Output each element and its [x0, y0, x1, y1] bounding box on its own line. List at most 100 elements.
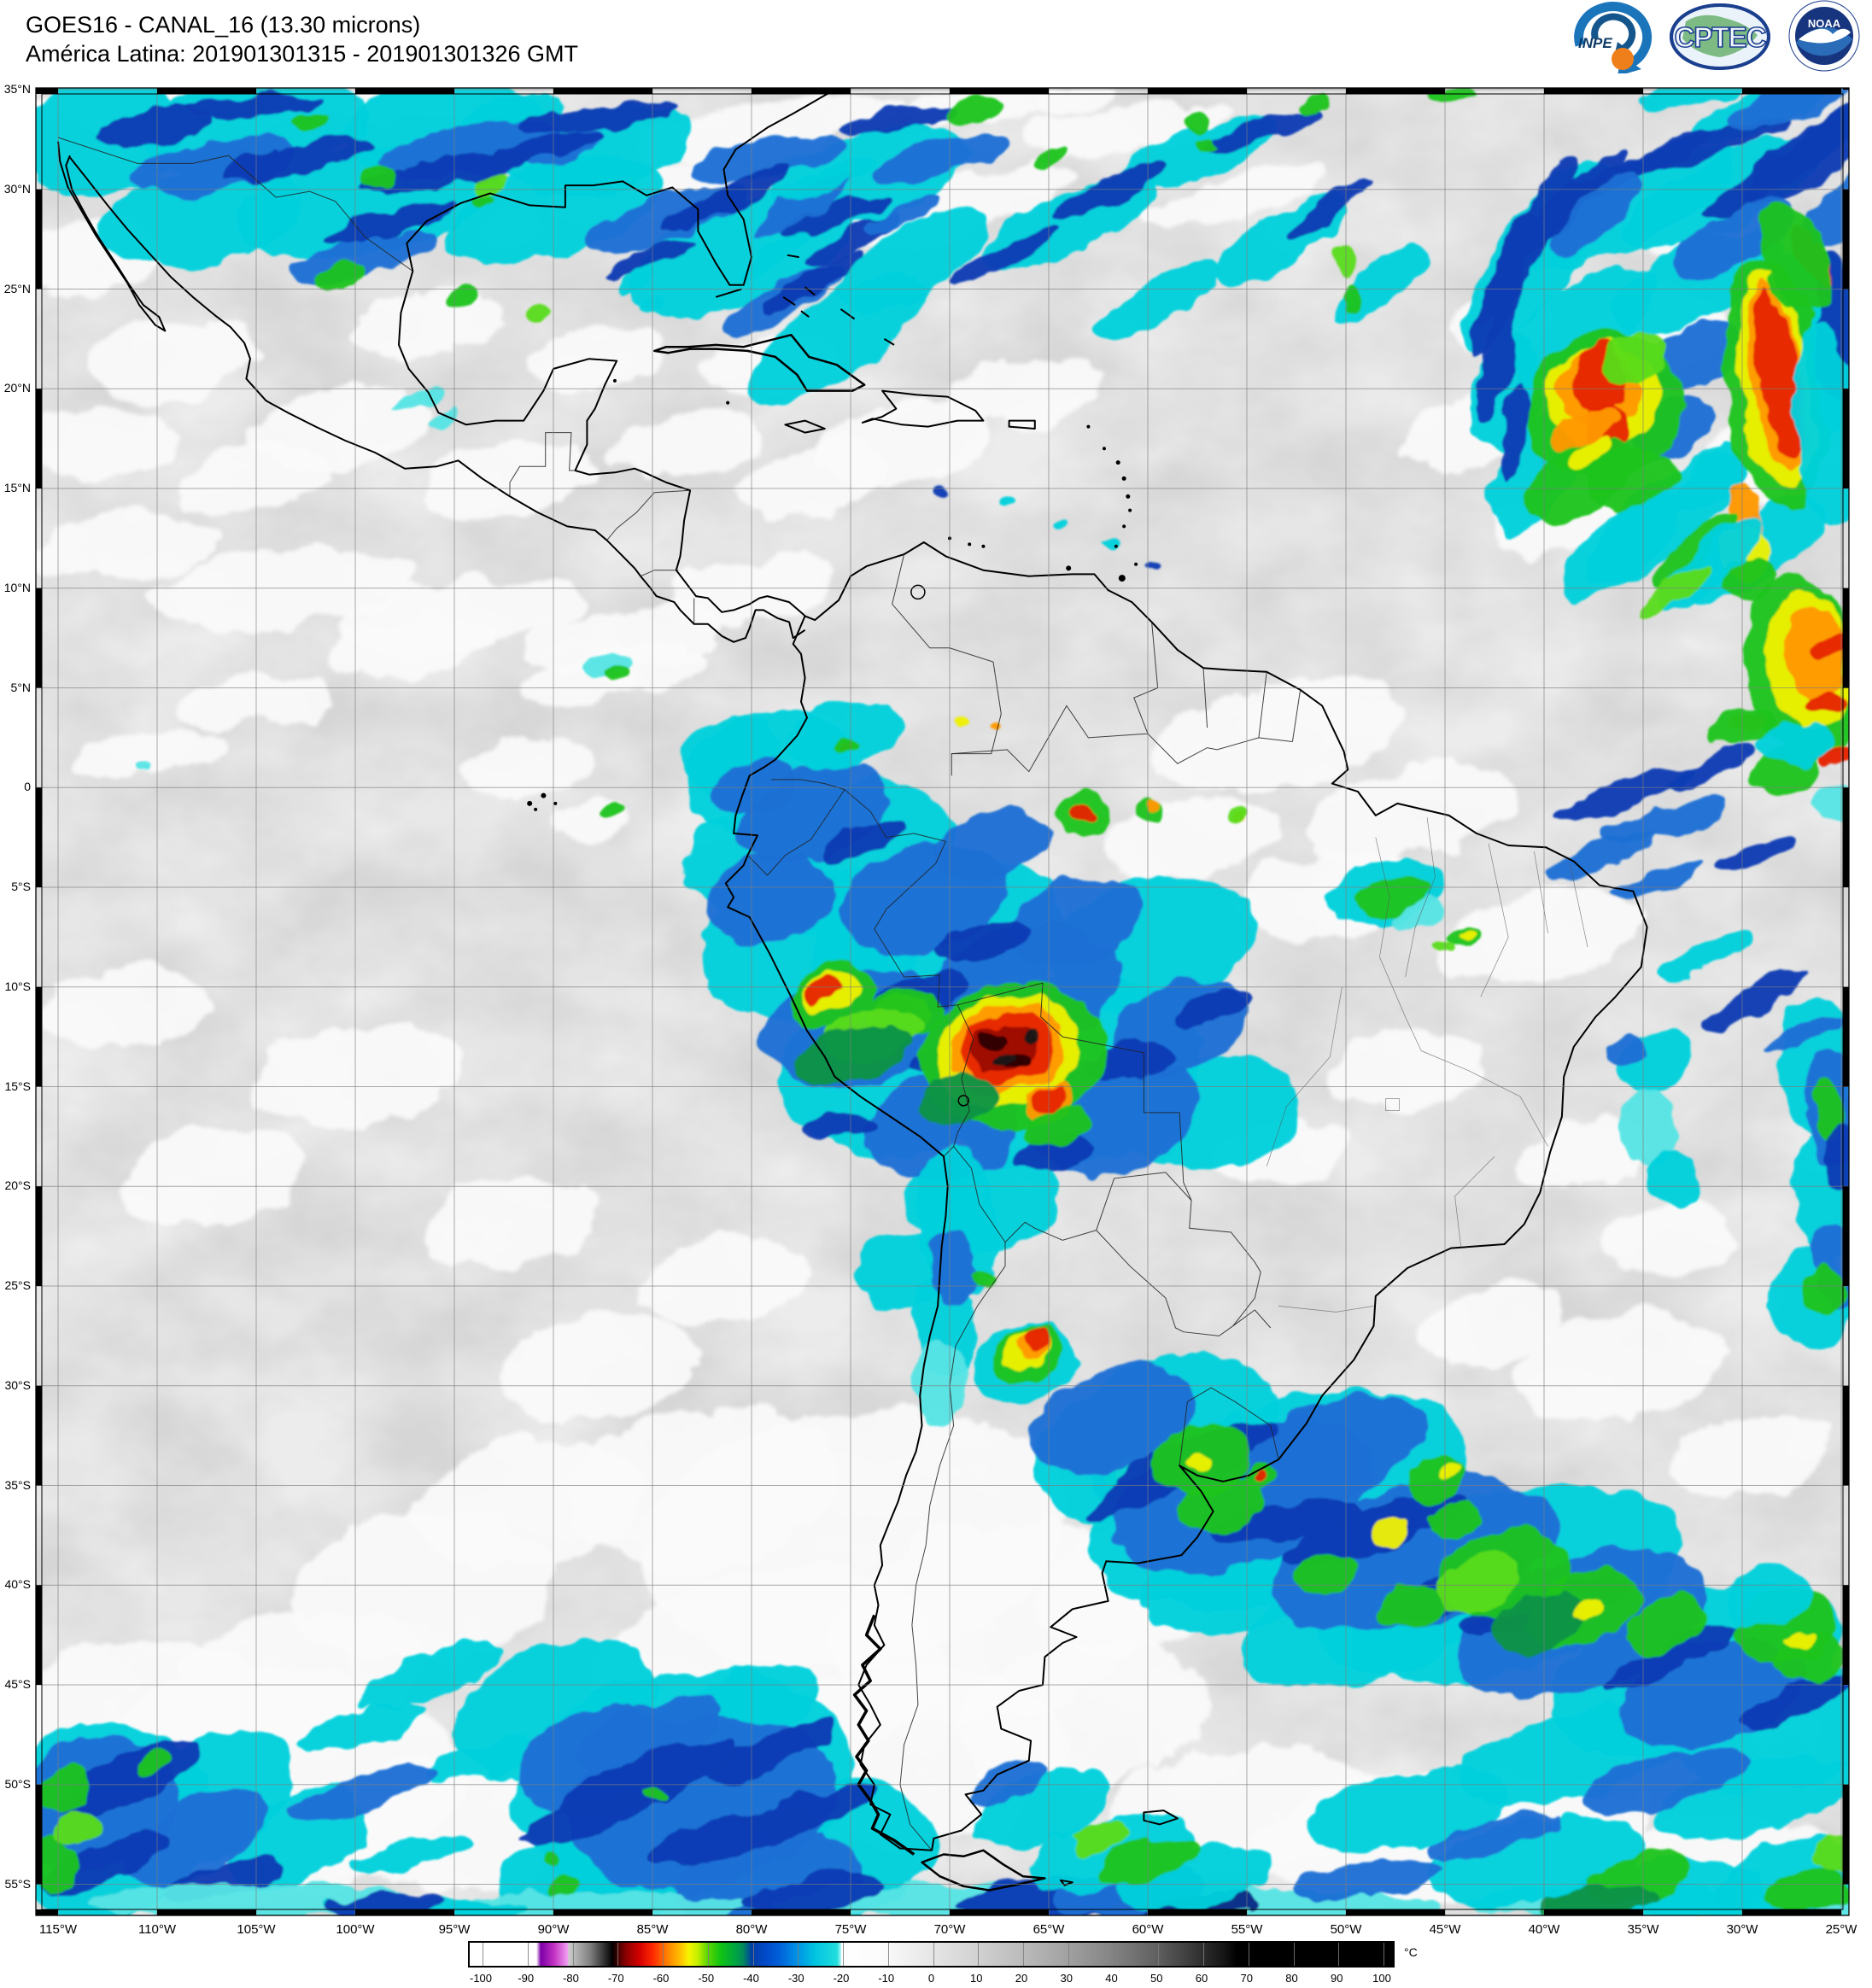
lon-tick-label: 40°W — [1528, 1922, 1560, 1937]
lat-tick-label: 15°N — [3, 481, 31, 494]
image-header: GOES16 - CANAL_16 (13.30 microns) Améric… — [26, 10, 578, 68]
coastline-baja-california — [57, 141, 167, 332]
colorbar-tick — [1068, 1943, 1069, 1966]
border-guianas-brazil — [1147, 733, 1293, 764]
border-argentina-bolivia — [1004, 1221, 1097, 1242]
lat-tick-label: 45°S — [4, 1677, 31, 1691]
colorbar-gradient — [468, 1941, 1395, 1968]
colorbar-tick — [798, 1943, 799, 1966]
island-dot — [534, 807, 538, 811]
satellite-map: 35°N 30°N 25°N 20°N 15°N 10°N 5°N 0 5°S 10°S 15°S 2… — [3, 82, 1857, 1937]
island-dot — [527, 800, 533, 806]
colorbar-tick — [1293, 1943, 1295, 1966]
coastline-gulf-atlantic-coast — [398, 89, 835, 617]
coastline-cuba — [653, 333, 866, 392]
coastline-central-america-pacific — [69, 156, 806, 643]
lat-tick-label: 35°S — [4, 1477, 31, 1492]
lat-tick-label: 5°N — [10, 680, 32, 694]
coastline-bahamas-3 — [804, 286, 816, 296]
colorbar-tick-label: -80 — [563, 1972, 579, 1985]
colorbar-tick-label: -50 — [698, 1972, 715, 1985]
border-suriname-frguiana — [1258, 671, 1267, 738]
coastline-jamaica — [784, 419, 826, 434]
island-dot — [1086, 424, 1091, 429]
lat-tick-label: 55°S — [4, 1876, 31, 1891]
coastline-bahamas-6 — [800, 310, 810, 318]
map-frame — [35, 87, 1850, 1916]
island-dot — [541, 792, 547, 798]
border-colombia-ecuador — [771, 779, 845, 791]
border-br-state-7 — [1266, 986, 1343, 1167]
island-dot — [553, 801, 558, 805]
lon-tick-label: 90°W — [537, 1922, 570, 1937]
colorbar-tick-label: 40 — [1105, 1972, 1118, 1985]
colorbar-unit-label: °C — [1404, 1945, 1418, 1959]
island-dot — [968, 542, 972, 547]
island-dot — [1134, 562, 1138, 566]
island-dot — [726, 401, 730, 405]
lake-outline — [957, 1095, 969, 1107]
border-br-state-3 — [1480, 843, 1509, 997]
island-dot — [1118, 575, 1126, 582]
image-title-line2: América Latina: 201901301315 - 201901301… — [26, 41, 578, 67]
lon-tick-label: 30°W — [1726, 1922, 1758, 1937]
lon-tick-label: 25°W — [1825, 1922, 1857, 1937]
agency-logos: INPE CPTEC NOAA — [1561, 0, 1869, 76]
border-guatemala-mexico-belize — [509, 432, 576, 497]
lon-tick-label: 80°W — [735, 1922, 768, 1937]
island-dot — [981, 544, 986, 548]
colorbar-tick — [1158, 1943, 1160, 1966]
inpe-logo: INPE — [1574, 2, 1653, 76]
cptec-logo-label: CPTEC — [1675, 21, 1766, 53]
lat-tick-label: 10°S — [4, 979, 31, 993]
colorbar-tick-label: -40 — [743, 1972, 759, 1985]
border-guyana-suriname — [1202, 668, 1208, 728]
border-brazil-argentina — [1232, 1309, 1272, 1329]
colorbar-tick-label: 60 — [1195, 1972, 1208, 1985]
border-br-state-1 — [1375, 837, 1422, 1051]
lat-tick-label: 25°N — [3, 281, 31, 295]
lon-tick-label: 50°W — [1330, 1922, 1362, 1937]
cloud-field — [36, 88, 1849, 1915]
coastline-chile-fjords — [852, 1614, 916, 1856]
lon-tick-label: 100°W — [336, 1922, 375, 1937]
border-uruguay — [1179, 1387, 1279, 1466]
colorbar-tick — [572, 1943, 574, 1966]
border-br-state-4 — [1534, 851, 1548, 933]
colorbar-tick — [752, 1943, 754, 1966]
border-nicaragua-costarica — [640, 570, 679, 577]
border-bolivia-brazil — [957, 982, 1192, 1201]
colorbar-tick-label: -100 — [469, 1972, 493, 1985]
lat-tick-label: 30°S — [4, 1377, 31, 1392]
lon-tick-label: 95°W — [438, 1922, 471, 1937]
colorbar-tick — [527, 1943, 529, 1966]
lon-tick-label: 115°W — [38, 1922, 78, 1937]
lat-tick-label: 10°N — [3, 580, 31, 594]
colorbar-tick — [1203, 1943, 1204, 1966]
colorbar-tick-label: 20 — [1015, 1972, 1028, 1985]
satellite-map-canvas — [35, 87, 1850, 1916]
colorbar-tick-label: -60 — [652, 1972, 670, 1985]
lat-tick-label: 40°S — [4, 1577, 31, 1592]
colorbar-tick-label: 80 — [1285, 1972, 1298, 1985]
coastline-bahamas-4 — [839, 308, 856, 320]
colorbar-tick — [663, 1943, 664, 1966]
coastline-hispaniola — [861, 389, 985, 428]
coastline-falklands — [1143, 1810, 1179, 1826]
lat-tick-label: 35°N — [3, 82, 31, 96]
colorbar-tick-label: 70 — [1240, 1972, 1253, 1985]
lat-tick-label: 25°S — [4, 1278, 31, 1292]
colorbar-tick-label: -20 — [833, 1972, 850, 1985]
island-dot — [1102, 447, 1106, 451]
coastline-isla-estados — [1059, 1879, 1073, 1886]
colorbar-tick-label: -10 — [878, 1972, 895, 1985]
island-dot — [1115, 460, 1120, 465]
lon-tick-label: 35°W — [1627, 1922, 1659, 1937]
colorbar-tick-label: 90 — [1331, 1972, 1343, 1985]
colorbar-tick-label: -90 — [518, 1972, 535, 1985]
border-df-square — [1385, 1098, 1400, 1111]
lat-tick-label: 50°S — [4, 1776, 31, 1791]
colorbar-tick-label: 0 — [927, 1972, 935, 1985]
coastline-bahamas-5 — [883, 338, 895, 346]
border-ecuador-peru — [747, 789, 845, 876]
